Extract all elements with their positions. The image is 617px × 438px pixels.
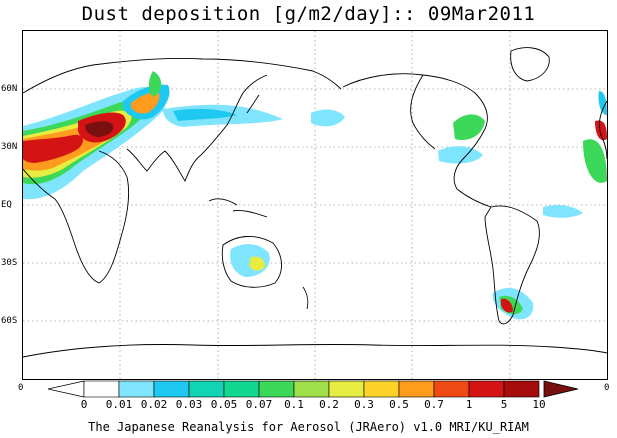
legend-swatch xyxy=(223,380,260,398)
legend-swatch xyxy=(363,380,400,398)
legend-label: 0.03 xyxy=(175,398,203,411)
legend-swatch xyxy=(188,380,225,398)
lat-label-eq: EQ xyxy=(1,200,12,210)
dust-deposition-map xyxy=(22,30,608,380)
legend-swatch xyxy=(293,380,330,398)
map-canvas xyxy=(23,31,607,379)
legend-label: 0.7 xyxy=(424,398,444,411)
legend-label: 0.07 xyxy=(245,398,273,411)
legend-swatch xyxy=(83,380,120,398)
legend-label: 10 xyxy=(532,398,546,411)
legend-under-arrow xyxy=(48,380,85,398)
corner-label-right: 0 xyxy=(604,383,610,393)
legend-label: 0.02 xyxy=(140,398,168,411)
map-title: Dust deposition [g/m2/day]:: 09Mar2011 xyxy=(81,3,536,25)
legend-label: 0.5 xyxy=(389,398,409,411)
data-source-credit: The Japanese Reanalysis for Aerosol (JRA… xyxy=(88,420,529,434)
graticule xyxy=(23,31,607,379)
legend-swatch xyxy=(258,380,295,398)
legend-swatch xyxy=(503,380,540,398)
legend-swatch xyxy=(468,380,505,398)
legend-label: 0 xyxy=(80,398,88,411)
legend-swatch xyxy=(398,380,435,398)
legend-label: 0.2 xyxy=(319,398,339,411)
dust-shading xyxy=(23,71,607,320)
legend-labels: 0 0.01 0.02 0.03 0.05 0.07 0.1 0.2 0.3 0.5 0.7 1 5 10 xyxy=(0,398,617,412)
legend-label: 0.01 xyxy=(105,398,133,411)
legend-over-arrow xyxy=(543,380,579,398)
legend-swatch xyxy=(118,380,155,398)
legend-label: 1 xyxy=(465,398,473,411)
legend-swatch xyxy=(153,380,190,398)
corner-label-left: 0 xyxy=(18,383,24,393)
lat-label-60s: 60S xyxy=(1,316,18,326)
legend-label: 0.05 xyxy=(210,398,238,411)
lat-label-60n: 60N xyxy=(1,84,18,94)
legend-swatch xyxy=(433,380,470,398)
lat-label-30s: 30S xyxy=(1,258,18,268)
legend-label: 0.1 xyxy=(284,398,304,411)
lat-label-30n: 30N xyxy=(1,142,18,152)
coastlines xyxy=(23,47,607,358)
color-legend xyxy=(48,380,579,398)
legend-label: 0.3 xyxy=(354,398,374,411)
legend-label: 5 xyxy=(500,398,508,411)
legend-swatch xyxy=(328,380,365,398)
